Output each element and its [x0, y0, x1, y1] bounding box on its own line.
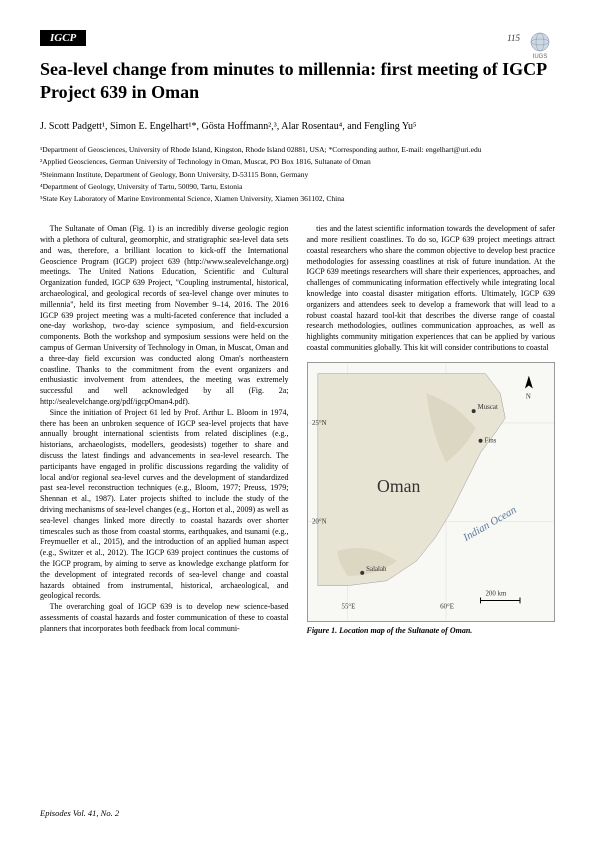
page-number: 115 [507, 33, 520, 43]
header: IGCP 115 [40, 30, 555, 46]
svg-text:IUGS: IUGS [533, 54, 548, 60]
affiliation: ⁴Department of Geology, University of Ta… [40, 181, 555, 192]
svg-text:Salalah: Salalah [366, 566, 387, 573]
paragraph: ties and the latest scientific informati… [307, 224, 556, 354]
oman-map-icon: Muscat Fins Salalah Oman Indian Ocean 25… [308, 363, 555, 621]
svg-text:60°E: 60°E [440, 603, 454, 610]
figure-1-map: Muscat Fins Salalah Oman Indian Ocean 25… [307, 362, 556, 622]
journal-footer: Episodes Vol. 41, No. 2 [40, 808, 119, 818]
article-title: Sea-level change from minutes to millenn… [40, 58, 555, 103]
body-columns: The Sultanate of Oman (Fig. 1) is an inc… [40, 224, 555, 636]
svg-text:20°N: 20°N [311, 518, 326, 525]
affiliation: ⁵State Key Laboratory of Marine Environm… [40, 193, 555, 204]
paragraph: Since the initiation of Project 61 led b… [40, 408, 289, 602]
author-list: J. Scott Padgett¹, Simon E. Engelhart¹*,… [40, 121, 555, 132]
affiliation: ¹Department of Geosciences, University o… [40, 144, 555, 155]
svg-text:Oman: Oman [377, 476, 420, 496]
svg-text:200 km: 200 km [485, 590, 507, 597]
affiliations: ¹Department of Geosciences, University o… [40, 144, 555, 204]
column-right: ties and the latest scientific informati… [307, 224, 556, 636]
svg-text:N: N [525, 393, 530, 400]
affiliation: ²Applied Geosciences, German University … [40, 156, 555, 167]
paragraph: The Sultanate of Oman (Fig. 1) is an inc… [40, 224, 289, 408]
figure-caption: Figure 1. Location map of the Sultanate … [307, 626, 556, 637]
svg-text:55°E: 55°E [341, 603, 355, 610]
svg-text:Muscat: Muscat [477, 404, 497, 411]
paragraph: The overarching goal of IGCP 639 is to d… [40, 602, 289, 634]
column-left: The Sultanate of Oman (Fig. 1) is an inc… [40, 224, 289, 636]
iugs-logo-icon: IUGS [525, 30, 555, 60]
svg-text:Indian Ocean: Indian Ocean [460, 504, 518, 545]
svg-text:Fins: Fins [484, 438, 496, 445]
svg-text:25°N: 25°N [311, 420, 326, 427]
section-badge: IGCP [40, 30, 86, 46]
affiliation: ³Steinmann Institute, Department of Geol… [40, 169, 555, 180]
